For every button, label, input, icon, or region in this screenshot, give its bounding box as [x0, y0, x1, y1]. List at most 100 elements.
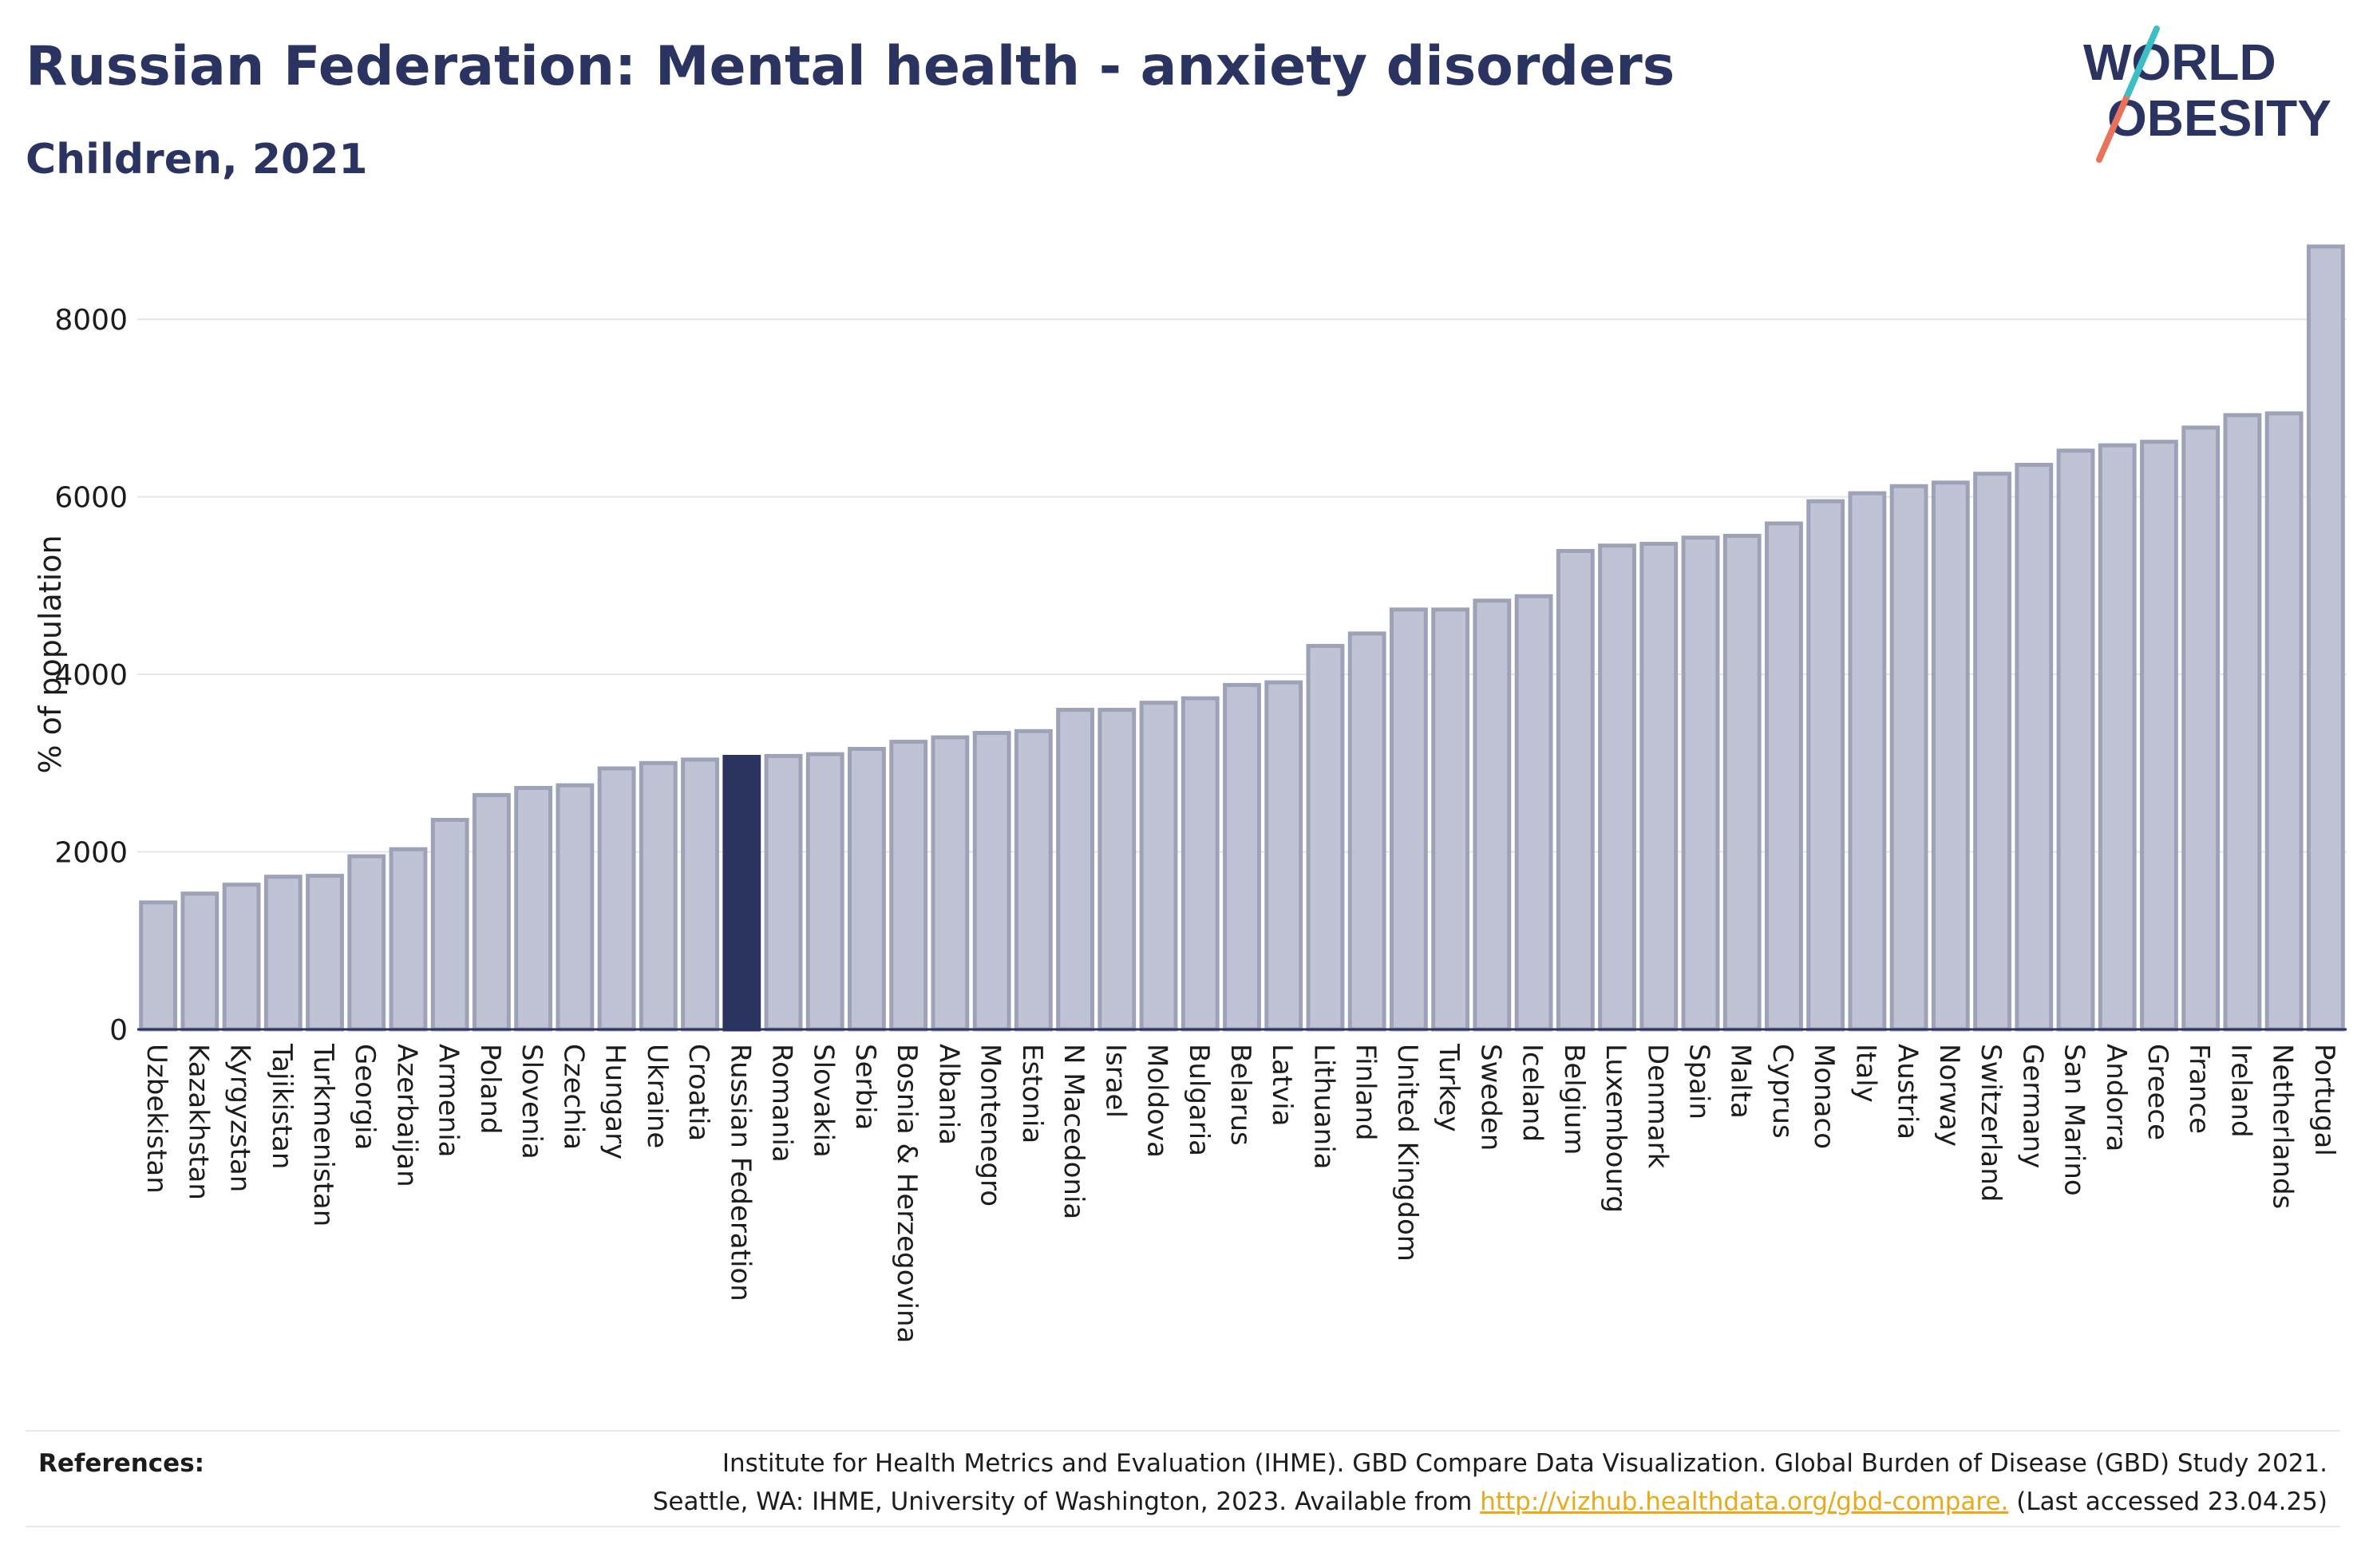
x-tick-label: Lithuania	[1307, 1044, 1339, 1169]
x-tick-label: Hungary	[599, 1044, 631, 1159]
bar-andorra	[2098, 443, 2137, 1032]
bar-norway	[1931, 480, 1970, 1032]
x-tick-label: Turkey	[1433, 1043, 1465, 1132]
references-divider-bottom	[26, 1526, 2340, 1527]
bar-romania	[764, 753, 803, 1032]
bar-switzerland	[1973, 472, 2011, 1032]
bar-azerbaijan	[389, 847, 428, 1032]
bar-greece	[2140, 440, 2178, 1032]
x-tick-label: Malta	[1725, 1044, 1757, 1119]
x-tick-label: N Macedonia	[1058, 1044, 1090, 1219]
reference-line-2-prefix: Seattle, WA: IHME, University of Washing…	[652, 1487, 1481, 1516]
x-tick-label: Latvia	[1266, 1044, 1298, 1127]
y-tick-label: 4000	[54, 659, 128, 692]
x-tick-label: Spain	[1683, 1044, 1714, 1120]
x-tick-label: Bulgaria	[1183, 1044, 1215, 1156]
bar-luxembourg	[1598, 543, 1636, 1032]
world-obesity-logo: WORLD OBESITY	[2083, 26, 2331, 163]
x-tick-label: Turkmenistan	[307, 1043, 339, 1226]
logo-slash-teal	[2125, 26, 2160, 97]
bar-ireland	[2223, 413, 2262, 1032]
bar-kyrgyzstan	[222, 883, 261, 1032]
x-tick-label: United Kingdom	[1391, 1044, 1423, 1262]
bar-croatia	[681, 757, 719, 1032]
bar-italy	[1848, 491, 1887, 1032]
reference-line-1: Institute for Health Metrics and Evaluat…	[722, 1449, 2327, 1478]
bar-israel	[1097, 708, 1137, 1032]
x-tick-label: Netherlands	[2267, 1044, 2299, 1209]
bar-malta	[1722, 534, 1762, 1032]
x-tick-label: Greece	[2142, 1044, 2173, 1140]
y-tick-label: 6000	[54, 482, 128, 515]
bar-cyprus	[1765, 521, 1803, 1032]
bar-slovenia	[514, 785, 553, 1032]
y-tick-label: 2000	[54, 837, 128, 870]
bar-poland	[473, 792, 511, 1032]
reference-line-2-suffix: (Last accessed 23.04.25)	[2008, 1487, 2327, 1516]
bar-uzbekistan	[139, 900, 178, 1032]
bar-albania	[931, 735, 970, 1032]
bar-georgia	[347, 854, 386, 1032]
y-tick-label: 8000	[54, 304, 128, 337]
bar-belgium	[1556, 548, 1595, 1032]
references-text: Institute for Health Metrics and Evaluat…	[412, 1444, 2327, 1521]
x-tick-label: Azerbaijan	[390, 1044, 422, 1187]
x-tick-label: Armenia	[433, 1044, 465, 1158]
bar-iceland	[1514, 594, 1553, 1032]
x-tick-label: Poland	[474, 1044, 506, 1135]
x-tick-label: Croatia	[682, 1044, 714, 1141]
bar-denmark	[1639, 542, 1679, 1032]
x-tick-label: Georgia	[349, 1044, 381, 1150]
x-tick-label: Estonia	[1016, 1044, 1048, 1143]
bar-belarus	[1223, 682, 1261, 1032]
x-tick-label: Italy	[1849, 1044, 1881, 1103]
bar-san-marino	[2056, 448, 2095, 1032]
y-axis-label: % of population	[33, 535, 68, 773]
x-tick-label: Russian Federation	[724, 1044, 756, 1301]
bar-ukraine	[639, 760, 678, 1032]
bar-tajikistan	[263, 875, 303, 1032]
bar-hungary	[597, 766, 636, 1032]
references-divider-top	[26, 1430, 2340, 1432]
x-tick-label: Serbia	[849, 1044, 881, 1130]
logo-line2: OBESITY	[2107, 89, 2331, 147]
x-tick-label: Portugal	[2308, 1044, 2340, 1156]
bar-austria	[1889, 484, 1928, 1032]
x-tick-label: Montenegro	[975, 1044, 1006, 1207]
axes: 0 2000 4000 6000 8000 Uzbekistan Kazakhstan Kyr…	[54, 304, 2347, 1343]
y-tick-label: 0	[109, 1014, 128, 1047]
x-tick-label: Denmark	[1641, 1044, 1673, 1169]
x-tick-label: San Marino	[2058, 1044, 2090, 1196]
bar-serbia	[848, 746, 886, 1032]
x-tick-label: Austria	[1892, 1044, 1924, 1139]
bar-sweden	[1473, 598, 1512, 1032]
x-tick-label: Finland	[1350, 1044, 1382, 1141]
bar-portugal	[2306, 244, 2345, 1032]
x-tick-label: Monaco	[1808, 1044, 1840, 1149]
bar-moldova	[1139, 701, 1178, 1032]
reference-link[interactable]: http://vizhub.healthdata.org/gbd-compare…	[1480, 1487, 2009, 1516]
x-tick-label: Romania	[766, 1044, 798, 1163]
bar-netherlands	[2264, 411, 2304, 1032]
x-tick-label: Luxembourg	[1600, 1044, 1631, 1213]
x-tick-label: Norway	[1933, 1044, 1965, 1147]
x-tick-label: Albania	[932, 1044, 964, 1145]
bar-latvia	[1264, 680, 1303, 1032]
x-tick-label: Switzerland	[1975, 1044, 2007, 1202]
x-tick-label: Slovenia	[516, 1044, 548, 1159]
bar-russian-federation	[722, 755, 761, 1032]
logo-slash-red	[2096, 91, 2131, 163]
bar-germany	[2015, 463, 2054, 1032]
x-tick-label: Belgium	[1558, 1044, 1590, 1155]
bar-finland	[1347, 631, 1386, 1032]
x-tick-label: Tajikistan	[266, 1043, 298, 1169]
bar-bulgaria	[1180, 696, 1220, 1032]
chart-title: Russian Federation: Mental health - anxi…	[26, 35, 1675, 98]
x-tick-label: Uzbekistan	[140, 1044, 172, 1194]
reference-line-2: Seattle, WA: IHME, University of Washing…	[412, 1483, 2327, 1521]
x-tick-label: Kazakhstan	[182, 1044, 214, 1200]
x-tick-label: Bosnia & Herzegovina	[891, 1044, 923, 1343]
bar-estonia	[1014, 729, 1053, 1032]
chart-subtitle: Children, 2021	[26, 136, 368, 184]
